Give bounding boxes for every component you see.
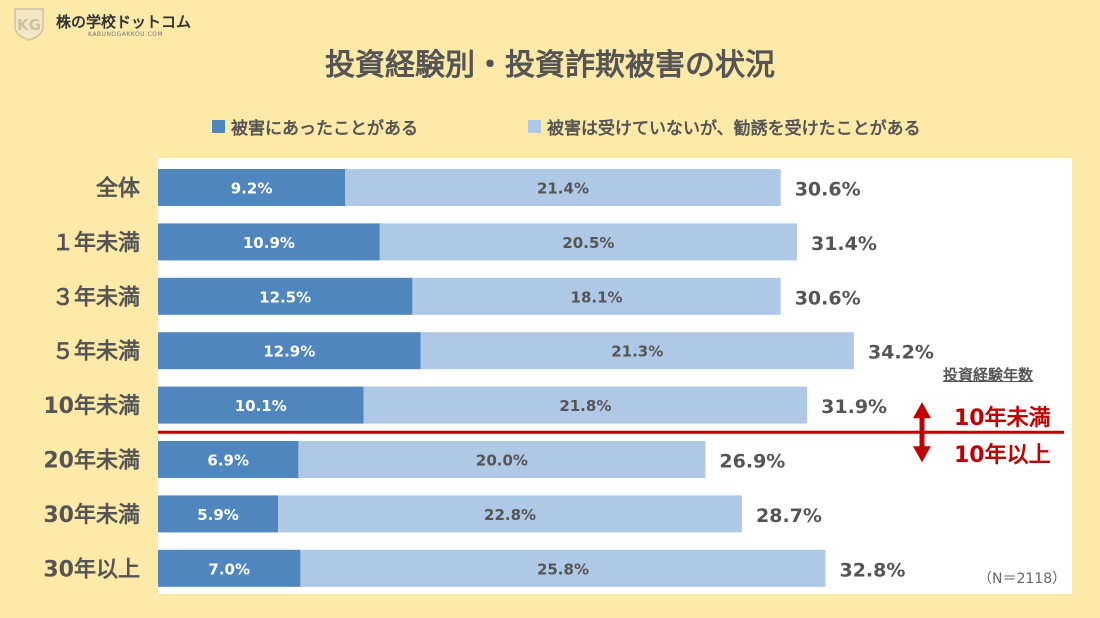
category-label-all: 全体 (95, 176, 141, 202)
total-label-under-10y: 31.9% (821, 396, 887, 418)
bar-segment-damaged-under-3y (158, 277, 413, 315)
logo-subtext: KABUNOGAKKOU.COM (88, 31, 164, 38)
annotation-upper-label: 10年未満 (954, 406, 1051, 431)
arrow-up-icon (913, 402, 931, 419)
bar-segment-solicited-over-30y (300, 549, 826, 587)
data-label-solicited-under-20y: 20.0% (476, 452, 528, 470)
legend-label-solicited: 被害は受けていないが、勧誘を受けたことがある (547, 119, 921, 139)
chart-title: 投資経験別・投資詐欺被害の状況 (325, 48, 775, 83)
data-label-damaged-under-10y: 10.1% (235, 397, 287, 415)
category-label-under-3y: ３年未満 (52, 284, 140, 310)
total-label-under-5y: 34.2% (868, 342, 934, 364)
data-label-solicited-under-5y: 21.3% (611, 343, 663, 361)
bar-segment-damaged-over-30y (158, 549, 301, 587)
annotation-lower-label: 10年以上 (954, 443, 1051, 468)
bar-segment-solicited-under-30y (278, 495, 743, 533)
bar-segment-solicited-all (345, 169, 781, 206)
data-label-damaged-over-30y: 7.0% (208, 560, 250, 578)
bar-segment-damaged-under-10y (158, 386, 364, 424)
data-label-damaged-all: 9.2% (231, 180, 273, 198)
total-label-all: 30.6% (795, 179, 861, 201)
legend: 被害にあったことがある 被害は受けていないが、勧誘を受けたことがある (0, 114, 1100, 139)
data-label-damaged-under-1y: 10.9% (243, 234, 295, 252)
total-label-under-3y: 30.6% (795, 287, 861, 309)
bar-segment-damaged-under-1y (158, 223, 380, 261)
data-label-solicited-over-30y: 25.8% (537, 560, 589, 578)
arrow-down-icon (913, 446, 931, 463)
data-label-damaged-under-20y: 6.9% (207, 452, 249, 470)
legend-swatch-damaged (212, 120, 225, 133)
bar-segment-damaged-under-20y (158, 441, 299, 478)
legend-swatch-solicited (528, 120, 541, 133)
bar-segment-solicited-under-5y (420, 332, 854, 370)
data-label-solicited-under-1y: 20.5% (562, 234, 614, 252)
bar-segment-solicited-under-1y (379, 223, 797, 261)
legend-label-damaged: 被害にあったことがある (231, 119, 418, 139)
total-label-over-30y: 32.8% (839, 559, 905, 581)
bar-segment-damaged-under-30y (158, 495, 279, 533)
logo-name: 株の学校ドットコム (56, 13, 192, 31)
bar-segment-solicited-under-3y (412, 277, 781, 315)
data-label-damaged-under-30y: 5.9% (197, 506, 239, 524)
data-label-solicited-under-30y: 22.8% (484, 506, 536, 524)
data-label-damaged-under-5y: 12.9% (263, 343, 315, 361)
total-label-under-20y: 26.9% (719, 451, 785, 473)
data-label-solicited-under-10y: 21.8% (559, 397, 611, 415)
category-label-under-30y: 30年未満 (43, 502, 140, 528)
category-label-under-10y: 10年未満 (43, 393, 140, 419)
data-label-solicited-all: 21.4% (537, 180, 589, 198)
legend-item-solicited: 被害は受けていないが、勧誘を受けたことがある (528, 114, 921, 139)
category-label-under-1y: １年未満 (52, 230, 140, 256)
data-label-damaged-under-3y: 12.5% (259, 288, 311, 306)
svg-text:KG: KG (17, 16, 41, 34)
bar-segment-solicited-under-20y (298, 441, 706, 478)
sample-size-note: （N＝2118） (978, 571, 1067, 587)
bar-segment-solicited-under-10y (363, 386, 808, 424)
category-label-under-5y: ５年未満 (52, 339, 140, 365)
total-label-under-1y: 31.4% (811, 233, 877, 255)
category-label-over-30y: 30年以上 (43, 556, 140, 582)
bar-segment-damaged-under-5y (158, 332, 421, 370)
annotation-heading: 投資経験年数 (943, 366, 1034, 384)
bar-segment-damaged-all (158, 169, 346, 206)
data-label-solicited-under-3y: 18.1% (571, 288, 623, 306)
category-label-under-20y: 20年未満 (43, 448, 140, 474)
legend-item-damaged: 被害にあったことがある (212, 114, 418, 139)
total-label-under-30y: 28.7% (756, 505, 822, 527)
logo-shield-icon: KG (14, 8, 44, 41)
